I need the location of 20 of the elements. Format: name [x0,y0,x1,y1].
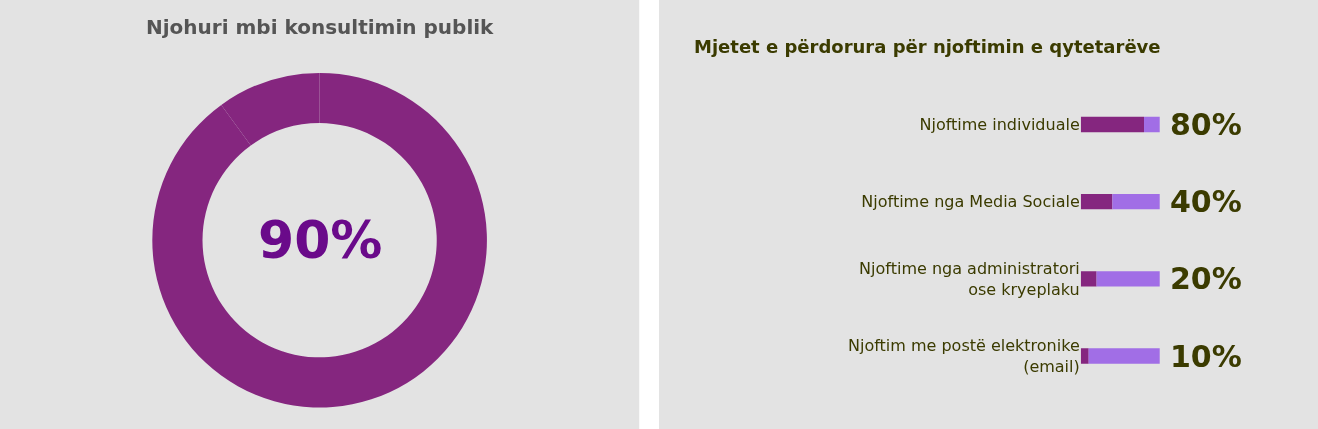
text: Mjetet e përdorura për njoftimin e qytetarëve [694,36,1161,57]
bar [1088,348,1160,364]
bar [1096,271,1160,287]
chart-title: Njohuri mbi konsultimin publik [146,15,495,39]
data-label: 20% [1170,261,1242,296]
y-tick-label: Njoftime individuale [919,115,1080,135]
y-tick-label: Njoftim me postë elektronike (email) [847,336,1080,377]
donut-slice [152,72,487,408]
data-label: 90% [258,210,383,270]
data-label: 10% [1170,339,1242,374]
bar [1080,193,1113,210]
bar [1144,116,1160,133]
bar [1080,116,1145,133]
y-tick-label: Njoftime nga Media Sociale [861,192,1080,212]
y-tick-label: Njoftime nga administratori ose kryeplaku [859,259,1080,299]
bar [1080,348,1089,364]
data-label: 40% [1170,184,1242,219]
bar [1112,193,1160,210]
data-label: 80% [1170,107,1242,142]
bar [1080,271,1097,287]
